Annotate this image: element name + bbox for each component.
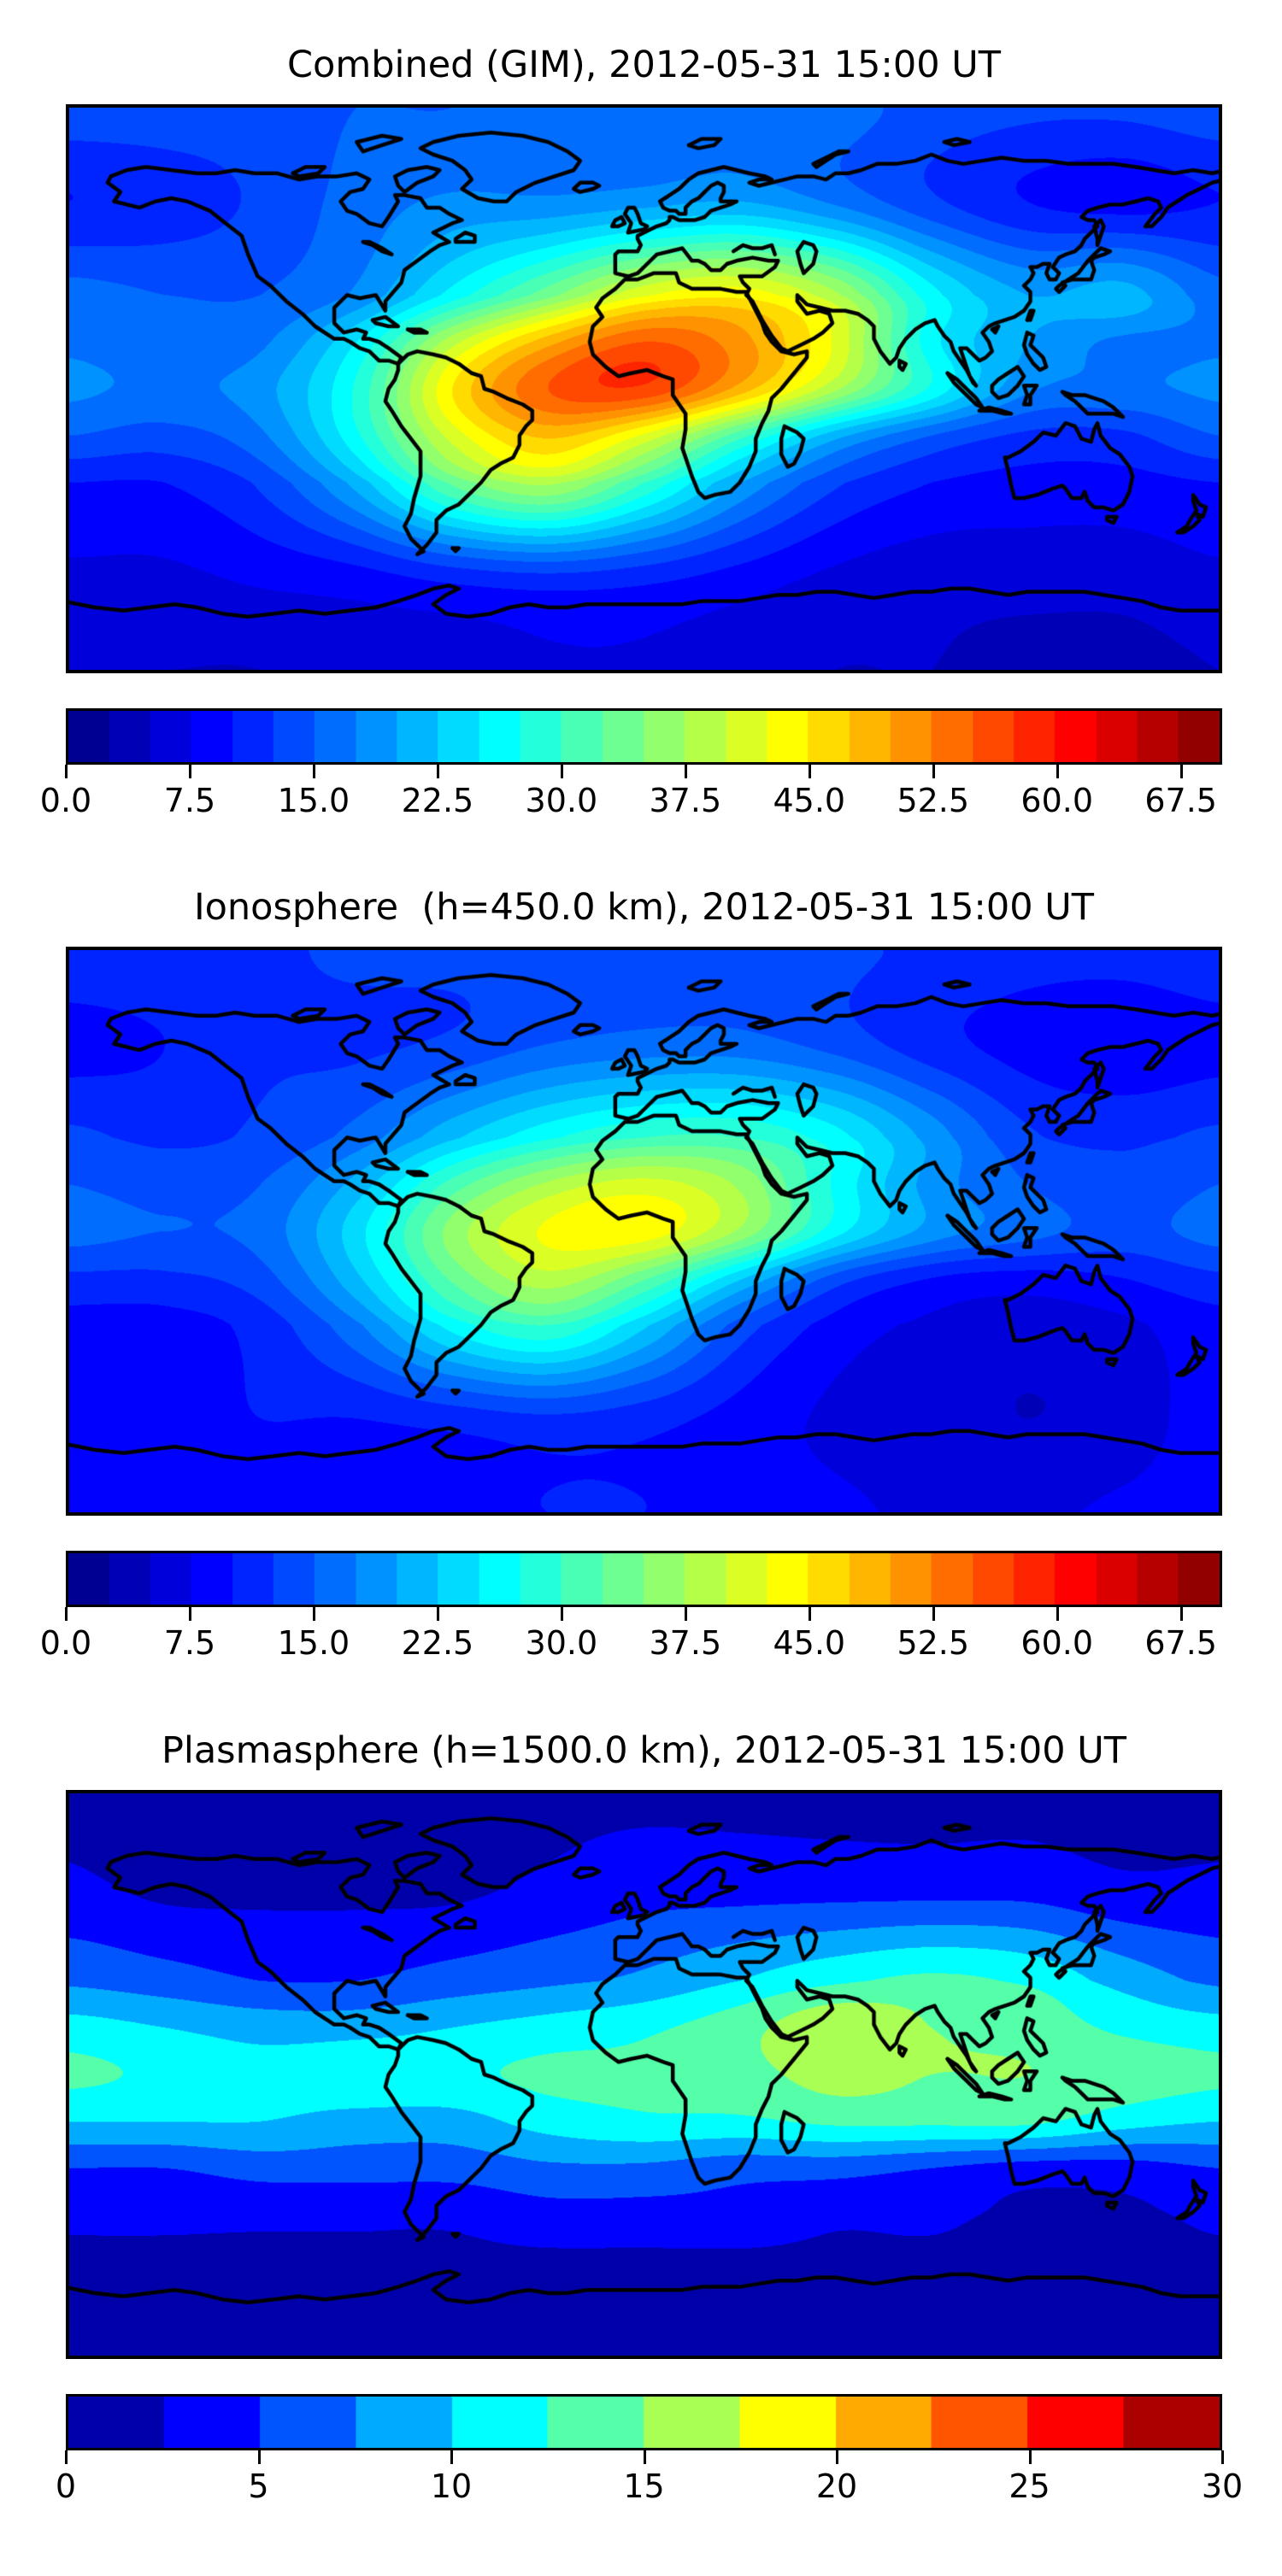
colorbar-tick-mark [65, 1607, 68, 1621]
colorbar-tick-label: 15.0 [277, 782, 350, 819]
colorbar-tick-label: 52.5 [897, 1624, 970, 1662]
colorbar-tick-label: 30 [1201, 2467, 1244, 2505]
colorbar-tick-mark [560, 765, 563, 778]
colorbar-tick-mark [1179, 765, 1183, 778]
colorbar-tick-label: 60.0 [1020, 1624, 1094, 1662]
colorbar-tick-mark [560, 1607, 563, 1621]
colorbar-tick-mark [436, 1607, 439, 1621]
colorbar-canvas-combined [68, 711, 1220, 762]
colorbar-tick-label: 0.0 [39, 782, 92, 819]
colorbar-tick-mark [65, 765, 68, 778]
colorbar-tick-label: 30.0 [525, 1624, 598, 1662]
colorbar-tick-mark [1056, 765, 1059, 778]
colorbar-tick-mark [1179, 1607, 1183, 1621]
panel-title-plasmasphere: Plasmasphere (h=1500.0 km), 2012-05-31 1… [161, 1729, 1127, 1772]
colorbar-tick-label: 45.0 [773, 782, 846, 819]
colorbar-tick-label: 30.0 [525, 782, 598, 819]
tec-map-canvas-ionosphere [69, 950, 1219, 1512]
colorbar-canvas-ionosphere [68, 1553, 1220, 1605]
colorbar-tick-mark [1028, 2450, 1032, 2464]
panel-title-combined: Combined (GIM), 2012-05-31 15:00 UT [286, 44, 1001, 86]
colorbar-tick-mark [436, 765, 439, 778]
colorbar-tick-mark [684, 765, 687, 778]
panel-plasmasphere: Plasmasphere (h=1500.0 km), 2012-05-31 1… [56, 1729, 1243, 2576]
colorbar-tick-label: 15 [623, 2467, 665, 2505]
colorbar-ionosphere [66, 1551, 1222, 1607]
colorbar-tick-label: 60.0 [1020, 782, 1094, 819]
colorbar-tick-label: 22.5 [401, 1624, 474, 1662]
colorbar-tick-mark [312, 765, 315, 778]
colorbar-tick-label: 37.5 [649, 1624, 722, 1662]
colorbar-tick-label: 37.5 [649, 782, 722, 819]
panel-ionosphere: Ionosphere (h=450.0 km), 2012-05-31 15:0… [40, 886, 1222, 1733]
colorbar-tick-label: 67.5 [1144, 782, 1217, 819]
colorbar-combined [66, 708, 1222, 765]
colorbar-tick-mark [808, 1607, 811, 1621]
colorbar-tick-mark [1056, 1607, 1059, 1621]
map-combined [66, 104, 1222, 673]
colorbar-tick-label: 0.0 [39, 1624, 92, 1662]
colorbar-tick-mark [188, 1607, 191, 1621]
map-plasmasphere [66, 1790, 1222, 2359]
panel-combined-gim: Combined (GIM), 2012-05-31 15:00 UT 0.0 7… [40, 44, 1222, 890]
map-ionosphere [66, 947, 1222, 1516]
tec-map-canvas-plasmasphere [69, 1793, 1219, 2356]
colorbar-plasmasphere [66, 2394, 1222, 2450]
colorbar-tick-label: 10 [430, 2467, 473, 2505]
colorbar-ticks-combined: 0.0 7.5 15.0 22.5 30.0 37.5 45.0 52.5 60.0 67.5 [40, 765, 1222, 859]
colorbar-tick-label: 15.0 [277, 1624, 350, 1662]
colorbar-canvas-plasmasphere [68, 2397, 1220, 2448]
colorbar-ticks-plasmasphere: 0 5 10 15 20 25 30 [56, 2450, 1243, 2544]
panel-title-ionosphere: Ionosphere (h=450.0 km), 2012-05-31 15:0… [193, 886, 1095, 929]
tec-map-canvas-combined [69, 108, 1219, 670]
colorbar-tick-mark [808, 765, 811, 778]
colorbar-tick-label: 52.5 [897, 782, 970, 819]
colorbar-tick-mark [450, 2450, 453, 2464]
colorbar-tick-label: 7.5 [163, 782, 216, 819]
colorbar-tick-label: 25 [1009, 2467, 1050, 2505]
colorbar-tick-mark [1221, 2450, 1224, 2464]
colorbar-tick-label: 5 [248, 2467, 269, 2505]
colorbar-tick-label: 0 [55, 2467, 77, 2505]
colorbar-tick-mark [932, 1607, 935, 1621]
colorbar-tick-mark [188, 765, 191, 778]
colorbar-tick-mark [643, 2450, 646, 2464]
colorbar-tick-label: 67.5 [1144, 1624, 1217, 1662]
colorbar-tick-label: 20 [815, 2467, 858, 2505]
colorbar-tick-mark [932, 765, 935, 778]
colorbar-tick-label: 7.5 [163, 1624, 216, 1662]
colorbar-tick-mark [65, 2450, 68, 2464]
colorbar-ticks-ionosphere: 0.0 7.5 15.0 22.5 30.0 37.5 45.0 52.5 60.0 67.5 [40, 1607, 1222, 1701]
colorbar-tick-mark [684, 1607, 687, 1621]
colorbar-tick-label: 45.0 [773, 1624, 846, 1662]
colorbar-tick-label: 22.5 [401, 782, 474, 819]
colorbar-tick-mark [836, 2450, 838, 2464]
colorbar-tick-mark [257, 2450, 261, 2464]
colorbar-tick-mark [312, 1607, 315, 1621]
